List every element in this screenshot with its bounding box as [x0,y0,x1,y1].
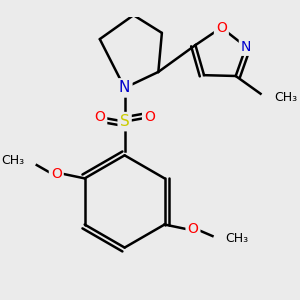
Text: O: O [216,21,227,34]
Text: O: O [51,167,62,181]
Text: N: N [119,80,130,95]
Text: CH₃: CH₃ [275,91,298,104]
Text: CH₃: CH₃ [225,232,248,245]
Text: O: O [144,110,155,124]
Text: O: O [188,222,198,236]
Text: N: N [241,40,251,54]
Text: O: O [94,110,105,124]
Text: CH₃: CH₃ [1,154,24,167]
Text: S: S [120,114,130,129]
